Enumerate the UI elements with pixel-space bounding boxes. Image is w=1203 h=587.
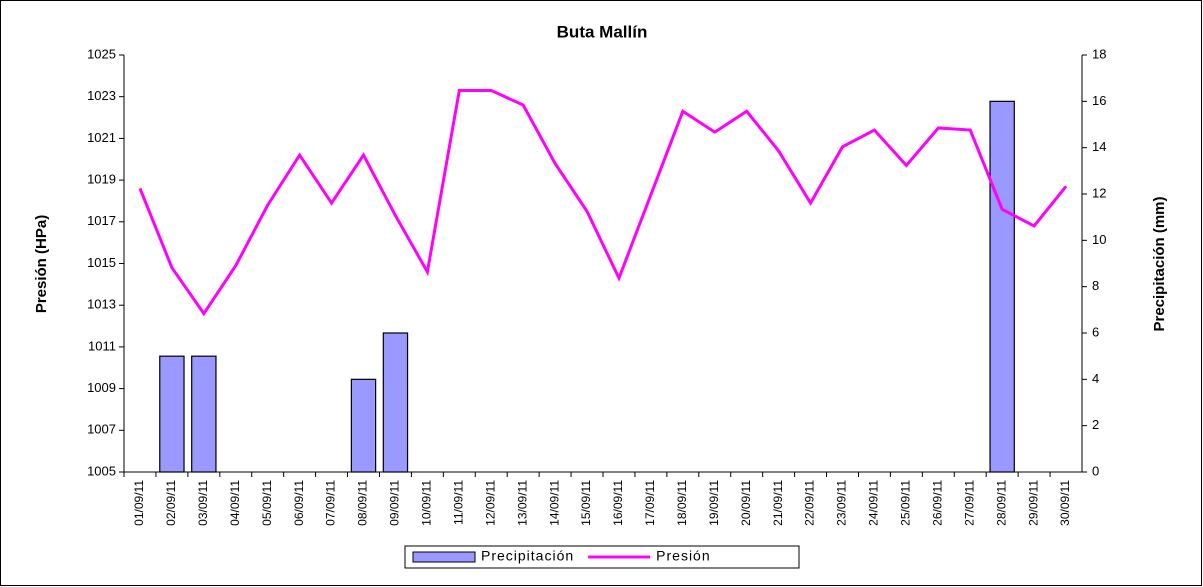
y2-tick-label: 16	[1092, 93, 1106, 108]
x-tick-label: 25/09/11	[899, 480, 913, 526]
y-tick-label: 1019	[87, 172, 116, 187]
bar	[191, 355, 217, 473]
x-tick-label: 08/09/11	[356, 480, 370, 526]
x-tick-label: 27/09/11	[962, 480, 976, 526]
x-tick-label: 19/09/11	[707, 480, 721, 526]
y-tick-label: 1025	[87, 46, 116, 61]
x-tick-label: 23/09/11	[835, 480, 849, 526]
y2-axis-label: Precipitación (mm)	[1151, 196, 1168, 331]
x-tick-label: 02/09/11	[164, 480, 178, 526]
y2-tick-label: 2	[1092, 417, 1099, 432]
bar	[382, 332, 409, 473]
legend-label: Precipitación	[481, 548, 574, 564]
y-axis-label: Presión (HPa)	[33, 215, 50, 313]
x-tick-label: 24/09/11	[867, 480, 881, 526]
y2-tick-label: 10	[1092, 232, 1106, 247]
x-tick-label: 16/09/11	[611, 480, 625, 526]
y2-tick-label: 6	[1092, 324, 1099, 339]
x-tick-label: 01/09/11	[132, 480, 146, 526]
x-tick-label: 07/09/11	[324, 480, 338, 526]
x-tick-label: 28/09/11	[994, 480, 1008, 526]
x-tick-label: 26/09/11	[930, 480, 944, 526]
x-tick-label: 06/09/11	[292, 480, 306, 526]
y-tick-label: 1005	[87, 463, 116, 478]
y-tick-label: 1021	[87, 130, 116, 145]
x-tick-label: 03/09/11	[196, 480, 210, 526]
x-tick-label: 15/09/11	[579, 480, 593, 526]
x-tick-label: 10/09/11	[420, 480, 434, 526]
y2-tick-label: 18	[1092, 46, 1106, 61]
x-tick-label: 13/09/11	[515, 480, 529, 526]
chart-title: Buta Mallín	[557, 22, 648, 41]
y-tick-label: 1015	[87, 255, 116, 270]
y2-tick-label: 8	[1092, 278, 1099, 293]
y-tick-label: 1023	[87, 88, 116, 103]
y-tick-label: 1011	[88, 338, 116, 353]
y-tick-label: 1017	[87, 213, 116, 228]
bar	[989, 100, 1015, 473]
y2-tick-label: 12	[1092, 185, 1106, 200]
legend-label: Presión	[656, 548, 710, 564]
y2-tick-label: 0	[1092, 463, 1099, 478]
bar	[350, 378, 377, 473]
x-tick-label: 18/09/11	[675, 480, 689, 526]
x-tick-label: 20/09/11	[739, 480, 753, 526]
y2-tick-label: 4	[1092, 371, 1099, 386]
bar	[159, 355, 185, 473]
x-tick-label: 17/09/11	[643, 480, 657, 526]
x-tick-label: 05/09/11	[260, 480, 274, 526]
y-tick-label: 1009	[87, 380, 116, 395]
x-tick-label: 11/09/11	[451, 480, 465, 525]
x-tick-label: 29/09/11	[1026, 480, 1040, 526]
x-tick-label: 21/09/11	[771, 480, 785, 526]
x-tick-label: 30/09/11	[1058, 480, 1072, 526]
y-tick-label: 1013	[87, 297, 116, 312]
x-tick-label: 09/09/11	[388, 480, 402, 526]
x-tick-label: 12/09/11	[483, 480, 497, 526]
line	[138, 88, 1068, 317]
x-tick-label: 22/09/11	[803, 480, 817, 526]
y2-tick-label: 14	[1092, 139, 1106, 154]
x-tick-label: 04/09/11	[228, 480, 242, 526]
legend-swatch	[412, 551, 476, 563]
y-tick-label: 1007	[87, 422, 116, 437]
x-tick-label: 14/09/11	[547, 480, 561, 526]
